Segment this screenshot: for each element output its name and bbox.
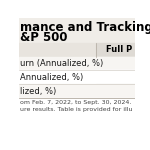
Bar: [19, 18, 135, 43]
Text: Annualized, %): Annualized, %): [20, 73, 84, 82]
Text: om Feb. 7, 2022, to Sept. 30, 2024.: om Feb. 7, 2022, to Sept. 30, 2024.: [20, 100, 132, 105]
Text: lized, %): lized, %): [20, 87, 57, 96]
Bar: [19, 84, 135, 98]
Text: &P 500: &P 500: [20, 31, 68, 44]
Bar: [96, 70, 135, 84]
Text: mance and Tracking E: mance and Tracking E: [20, 21, 150, 34]
Bar: [19, 98, 135, 134]
Bar: [19, 70, 135, 84]
Bar: [96, 43, 135, 57]
Bar: [96, 57, 135, 70]
Text: ure results. Table is provided for illu: ure results. Table is provided for illu: [20, 106, 133, 112]
Bar: [96, 84, 135, 98]
Text: urn (Annualized, %): urn (Annualized, %): [20, 59, 103, 68]
Text: Full P: Full P: [106, 45, 133, 54]
Bar: [19, 43, 96, 57]
Bar: [19, 57, 135, 70]
